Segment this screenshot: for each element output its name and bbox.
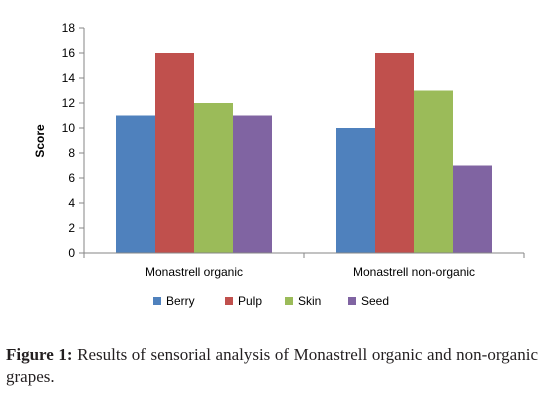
- legend-swatch-berry: [153, 297, 161, 305]
- legend-swatch-pulp: [225, 297, 233, 305]
- bar-pulp-non-organic: [375, 53, 414, 253]
- legend-label-pulp: Pulp: [238, 294, 262, 308]
- x-axis: Monastrell organic Monastrell non-organic: [83, 252, 525, 279]
- caption-text: Results of sensorial analysis of Monastr…: [6, 345, 538, 386]
- bar-berry-non-organic: [336, 128, 375, 253]
- legend: Berry Pulp Skin Seed: [153, 294, 389, 308]
- figure-caption: Figure 1: Results of sensorial analysis …: [6, 344, 538, 388]
- bar-skin-non-organic: [414, 90, 453, 253]
- legend-label-skin: Skin: [298, 294, 321, 308]
- x-category-label: Monastrell organic: [145, 265, 243, 279]
- legend-label-seed: Seed: [361, 294, 389, 308]
- bar-skin-organic: [194, 103, 233, 253]
- y-tick-label: 2: [68, 221, 75, 235]
- y-axis: 0 2 4 6 8 10 12 14 16 18: [62, 21, 85, 260]
- y-tick-label: 8: [68, 146, 75, 160]
- legend-label-berry: Berry: [166, 294, 195, 308]
- y-tick-label: 16: [62, 46, 76, 60]
- y-tick-label: 14: [62, 71, 76, 85]
- legend-swatch-seed: [348, 297, 356, 305]
- bar-seed-organic: [233, 115, 272, 253]
- caption-label: Figure 1:: [6, 345, 73, 364]
- y-tick-label: 4: [68, 196, 75, 210]
- bars: [116, 53, 492, 253]
- y-axis-label: Score: [33, 124, 47, 158]
- y-tick-label: 18: [62, 21, 76, 35]
- bar-pulp-organic: [155, 53, 194, 253]
- y-tick-label: 10: [62, 121, 76, 135]
- y-tick-label: 6: [68, 171, 75, 185]
- bar-seed-non-organic: [453, 165, 492, 253]
- chart: 0 2 4 6 8 10 12 14 16 18 Monastrell organic Monast…: [33, 21, 525, 308]
- y-tick-label: 0: [68, 246, 75, 260]
- legend-swatch-skin: [285, 297, 293, 305]
- bar-berry-organic: [116, 115, 155, 253]
- y-tick-label: 12: [62, 96, 76, 110]
- x-category-label: Monastrell non-organic: [353, 265, 475, 279]
